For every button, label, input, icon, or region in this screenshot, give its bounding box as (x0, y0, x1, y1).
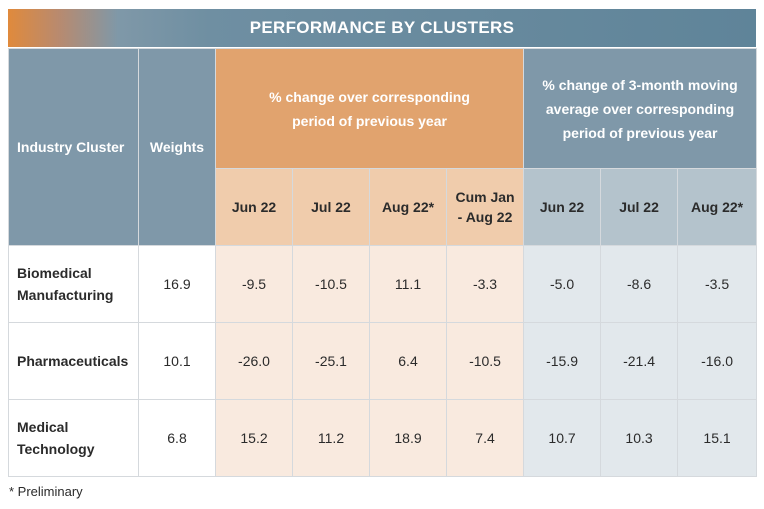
subheader-3m-jun: Jun 22 (523, 168, 602, 246)
cell-yoy-aug: 6.4 (369, 322, 447, 400)
cell-yoy-aug: 18.9 (369, 399, 447, 477)
cell-3m-jun: 10.7 (523, 399, 602, 477)
cell-yoy-cum: 7.4 (445, 399, 525, 477)
row-cluster-name: Medical Technology (8, 399, 139, 477)
cell-3m-aug: -3.5 (677, 245, 758, 323)
header-weights: Weights (138, 48, 216, 246)
header-group-3m-avg: % change of 3-month moving average over … (523, 48, 758, 169)
subheader-3m-aug: Aug 22* (677, 168, 758, 246)
table-title: PERFORMANCE BY CLUSTERS (8, 9, 756, 47)
cell-3m-aug: -16.0 (677, 322, 758, 400)
subheader-3m-jul: Jul 22 (600, 168, 679, 246)
subheader-yoy-cum: Cum Jan - Aug 22 (445, 168, 525, 246)
cell-yoy-jul: -10.5 (292, 245, 370, 323)
cell-3m-jun: -15.9 (523, 322, 602, 400)
cell-yoy-jun: -26.0 (215, 322, 293, 400)
cell-yoy-cum: -3.3 (445, 245, 525, 323)
header-industry-cluster: Industry Cluster (8, 48, 139, 246)
subheader-yoy-jun: Jun 22 (215, 168, 293, 246)
performance-table: Industry Cluster Weights % change over c… (8, 48, 758, 477)
cell-yoy-jun: -9.5 (215, 245, 293, 323)
cell-3m-aug: 15.1 (677, 399, 758, 477)
table-row: Pharmaceuticals 10.1 -26.0 -25.1 6.4 -10… (8, 322, 758, 400)
row-weight: 6.8 (138, 399, 216, 477)
table-row: Medical Technology 6.8 15.2 11.2 18.9 7.… (8, 399, 758, 477)
cell-3m-jul: 10.3 (600, 399, 679, 477)
row-weight: 16.9 (138, 245, 216, 323)
subheader-yoy-aug: Aug 22* (369, 168, 447, 246)
cell-yoy-jul: -25.1 (292, 322, 370, 400)
footnote: * Preliminary (9, 484, 83, 499)
cell-3m-jul: -8.6 (600, 245, 679, 323)
cell-yoy-aug: 11.1 (369, 245, 447, 323)
header-group-yoy: % change over corresponding period of pr… (214, 48, 525, 169)
cell-yoy-jun: 15.2 (215, 399, 293, 477)
row-cluster-name: Biomedical Manufacturing (8, 245, 139, 323)
cell-3m-jul: -21.4 (600, 322, 679, 400)
cell-yoy-jul: 11.2 (292, 399, 370, 477)
row-weight: 10.1 (138, 322, 216, 400)
cell-3m-jun: -5.0 (523, 245, 602, 323)
row-cluster-name: Pharmaceuticals (8, 322, 139, 400)
cell-yoy-cum: -10.5 (445, 322, 525, 400)
subheader-yoy-jul: Jul 22 (292, 168, 370, 246)
table-row: Biomedical Manufacturing 16.9 -9.5 -10.5… (8, 245, 758, 323)
